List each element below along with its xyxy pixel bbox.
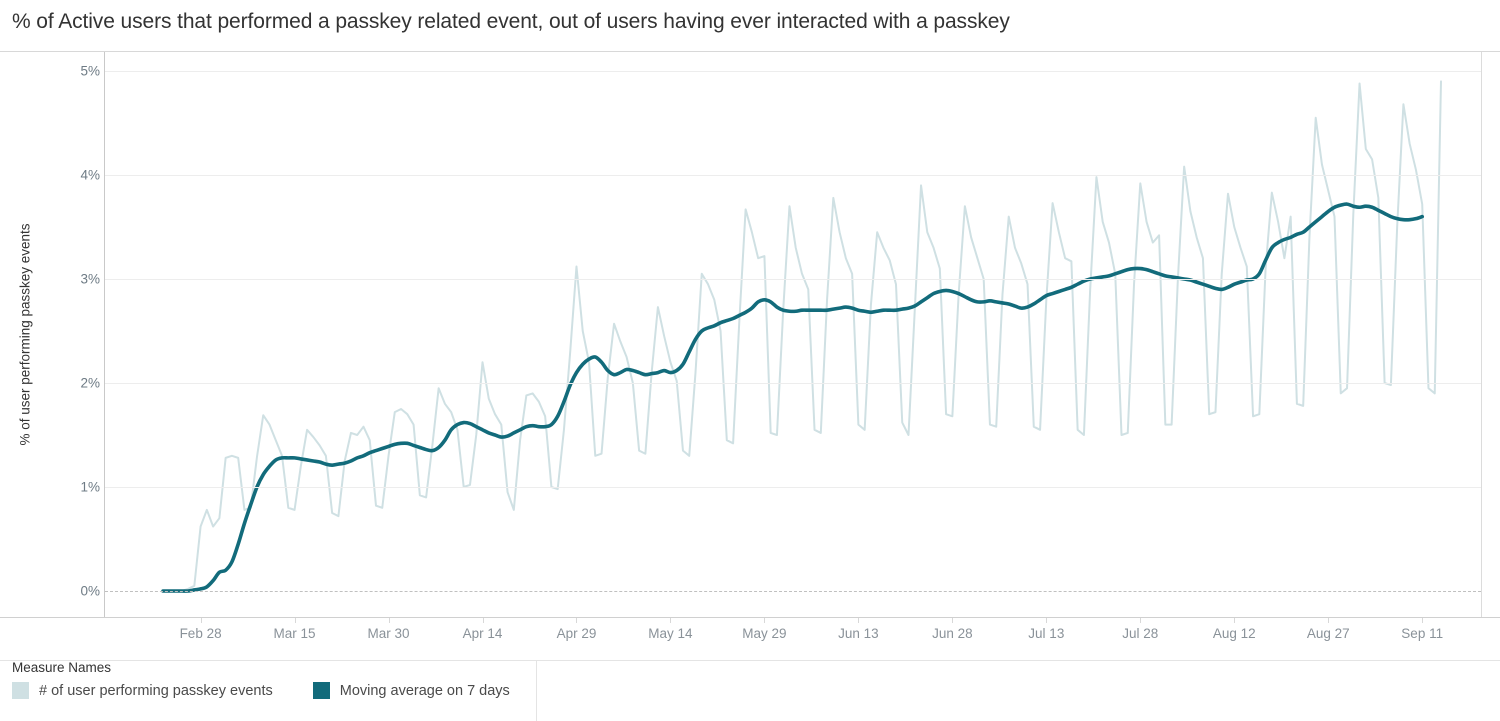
gridline [105, 71, 1481, 72]
page-title: % of Active users that performed a passk… [12, 10, 1010, 33]
plot-right-border [1481, 52, 1482, 617]
y-axis-tick-label: 0% [80, 583, 100, 599]
y-axis-tick-label: 4% [80, 167, 100, 183]
x-axis-ticks: Feb 28 Mar 15 Mar 30 Apr 14 Apr 29 May 14 May … [105, 618, 1481, 652]
x-axis-tick-mark [670, 618, 672, 623]
x-axis-tick-mark [1046, 618, 1048, 623]
plot-area [105, 52, 1481, 617]
series-line-moving-average [161, 202, 1425, 593]
x-axis-tick-mark [200, 618, 202, 623]
gridline [105, 383, 1481, 384]
x-axis-tick-label: Mar 30 [367, 626, 410, 641]
legend-divider [0, 660, 1500, 661]
x-axis-tick-label: Apr 14 [462, 626, 503, 641]
x-axis-tick-mark [294, 618, 296, 623]
x-axis-tick-mark [1234, 618, 1236, 623]
title-divider [0, 51, 1500, 52]
legend-item-label: # of user performing passkey events [39, 682, 273, 699]
x-axis-tick-label: Sep 11 [1401, 626, 1444, 641]
legend-items: # of user performing passkey events Movin… [12, 682, 510, 699]
legend-title: Measure Names [12, 660, 112, 675]
x-axis-tick-label: Feb 28 [179, 626, 222, 641]
x-axis-tick-label: Jul 28 [1122, 626, 1159, 641]
y-axis-ticks: 0% 1% 2% 3% 4% 5% [44, 52, 100, 617]
y-axis-tick-label: 2% [80, 375, 100, 391]
y-axis-line [104, 52, 105, 617]
x-axis-tick-mark [1422, 618, 1424, 623]
x-axis-tick-label: May 29 [742, 626, 787, 641]
y-axis-tick-label: 3% [80, 271, 100, 287]
legend-item[interactable]: Moving average on 7 days [312, 682, 510, 699]
legend-swatch-daily [12, 682, 29, 699]
legend-swatch-moving-average [312, 682, 330, 699]
x-axis-tick-label: May 14 [648, 626, 693, 641]
y-axis-tick-label: 1% [80, 479, 100, 495]
x-axis-tick-mark [388, 618, 390, 623]
x-axis-tick-mark [952, 618, 954, 623]
x-axis-tick-label: Jul 13 [1028, 626, 1065, 641]
x-axis-tick-label: Aug 12 [1212, 626, 1256, 641]
series-line-daily [162, 80, 1442, 592]
gridline [105, 279, 1481, 280]
gridline [105, 487, 1481, 488]
legend-item[interactable]: # of user performing passkey events [12, 682, 273, 699]
x-axis-tick-mark [576, 618, 578, 623]
plot-area-wrapper: 0% 1% 2% 3% 4% 5% [0, 52, 1500, 617]
y-axis-tick-label: 5% [80, 63, 100, 79]
x-axis-tick-mark [858, 618, 860, 623]
legend-item-label: Moving average on 7 days [339, 682, 510, 699]
x-axis-tick-mark [1328, 618, 1330, 623]
x-axis-tick-mark [764, 618, 766, 623]
x-axis-tick-mark [482, 618, 484, 623]
gridline [105, 175, 1481, 176]
x-axis-tick-label: Aug 27 [1306, 626, 1350, 641]
series-canvas [161, 80, 1442, 593]
x-axis-tick-label: Jun 28 [932, 626, 973, 641]
x-axis-tick-label: Apr 29 [556, 626, 597, 641]
x-axis-tick-mark [1140, 618, 1142, 623]
x-axis-tick-label: Mar 15 [273, 626, 316, 641]
x-axis-line [0, 617, 1500, 618]
legend-right-divider [536, 661, 537, 721]
zero-baseline [105, 591, 1481, 592]
x-axis-tick-label: Jun 13 [838, 626, 879, 641]
